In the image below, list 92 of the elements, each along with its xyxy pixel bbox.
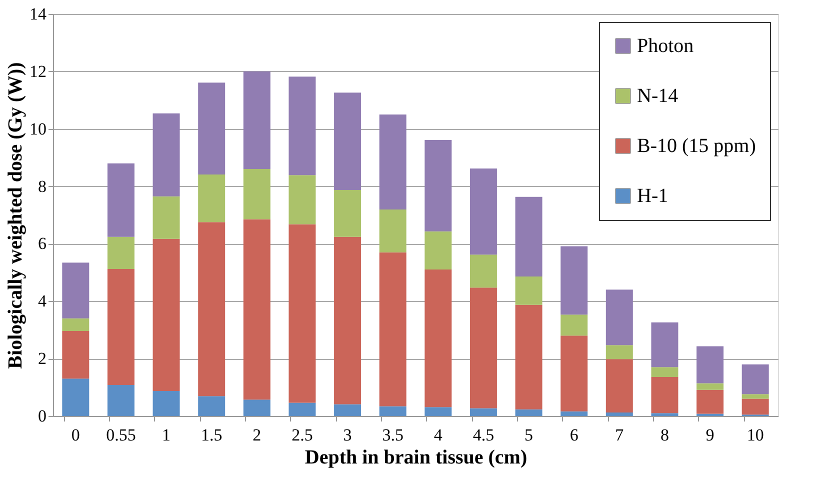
x-tick-label: 9: [706, 426, 714, 444]
y-tick-label: 0: [38, 406, 46, 426]
bar: [379, 406, 406, 416]
x-tick-label: 3: [343, 426, 352, 444]
bar: [243, 219, 270, 400]
x-tick-label: 1: [162, 426, 171, 444]
bar: [62, 318, 90, 332]
x-tick-label: 2: [252, 426, 262, 444]
bar: [379, 114, 406, 210]
bar: [334, 404, 362, 416]
bar: [379, 252, 406, 406]
bar: [606, 345, 633, 360]
x-tick-label: 8: [660, 426, 669, 444]
bar: [696, 390, 724, 414]
y-tick-label: 10: [30, 119, 46, 138]
bar: [470, 254, 497, 288]
bar: [742, 394, 769, 399]
x-tick-label: 6: [570, 426, 578, 444]
bar: [742, 398, 769, 415]
y-tick-label: 14: [30, 4, 47, 24]
bar: [424, 407, 452, 416]
bar: [288, 175, 316, 224]
x-tick-label: 0.55: [106, 426, 136, 444]
x-tick-label: 0: [71, 426, 80, 444]
x-tick-label: 7: [615, 426, 624, 444]
bar: [334, 236, 362, 404]
bar: [515, 409, 542, 416]
x-tick-label: 2.5: [292, 426, 313, 444]
x-tick-label: 10: [746, 426, 764, 444]
bar: [515, 304, 542, 410]
bar: [424, 231, 452, 270]
legend-label: H-1: [637, 185, 668, 207]
bar: [107, 163, 134, 237]
bar: [334, 190, 362, 237]
legend-label: B-10 (15 ppm): [637, 135, 756, 157]
bar: [651, 322, 678, 368]
bar: [62, 378, 90, 416]
y-tick-label: 12: [30, 62, 46, 81]
bar: [651, 376, 678, 414]
bar: [288, 224, 316, 403]
x-tick-label: 5: [524, 426, 534, 444]
bar: [152, 238, 180, 392]
bar: [560, 411, 588, 416]
bar: [651, 413, 678, 416]
bar: [651, 367, 678, 377]
bar: [288, 76, 316, 176]
bar: [62, 262, 90, 318]
bar: [424, 140, 452, 232]
bar: [470, 408, 497, 416]
bar: [198, 174, 226, 222]
x-tick-label: 3.5: [382, 426, 404, 444]
bar: [606, 290, 633, 346]
bar: [742, 364, 769, 394]
y-axis-title: Biologically weighted dose (Gy (W)): [4, 62, 26, 369]
bar: [107, 384, 134, 416]
bar: [107, 236, 134, 269]
bar: [198, 82, 226, 175]
bar: [470, 168, 497, 255]
bar: [424, 270, 452, 408]
bar: [152, 196, 180, 239]
bar: [560, 246, 588, 315]
bar: [606, 359, 633, 413]
bar: [334, 92, 362, 190]
bar: [243, 400, 270, 416]
bar: [696, 346, 724, 384]
y-tick-label: 6: [38, 234, 46, 254]
legend-label: Photon: [637, 35, 694, 57]
x-tick-label: 4.5: [472, 426, 494, 444]
x-tick-label: 1.5: [200, 426, 222, 444]
legend-label: N-14: [637, 85, 678, 107]
x-tick-label: 4: [434, 426, 443, 444]
bar: [198, 396, 226, 416]
bar: [243, 71, 270, 170]
x-axis-title: Depth in brain tissue (cm): [304, 446, 528, 468]
bar: [288, 402, 316, 416]
bar: [379, 210, 406, 252]
bar: [198, 222, 226, 396]
y-tick-label: 4: [38, 292, 47, 311]
y-tick-label: 8: [38, 176, 46, 196]
bar: [515, 196, 542, 276]
bar: [152, 113, 180, 196]
bar: [560, 336, 588, 412]
bar: [696, 383, 724, 390]
bar: [107, 268, 134, 385]
bar: [152, 391, 180, 416]
bar: [62, 331, 90, 379]
bar: [560, 314, 588, 336]
bar: [515, 276, 542, 305]
bar: [470, 288, 497, 408]
bar: [243, 169, 270, 220]
bar: [606, 412, 633, 416]
y-tick-label: 2: [38, 349, 46, 368]
